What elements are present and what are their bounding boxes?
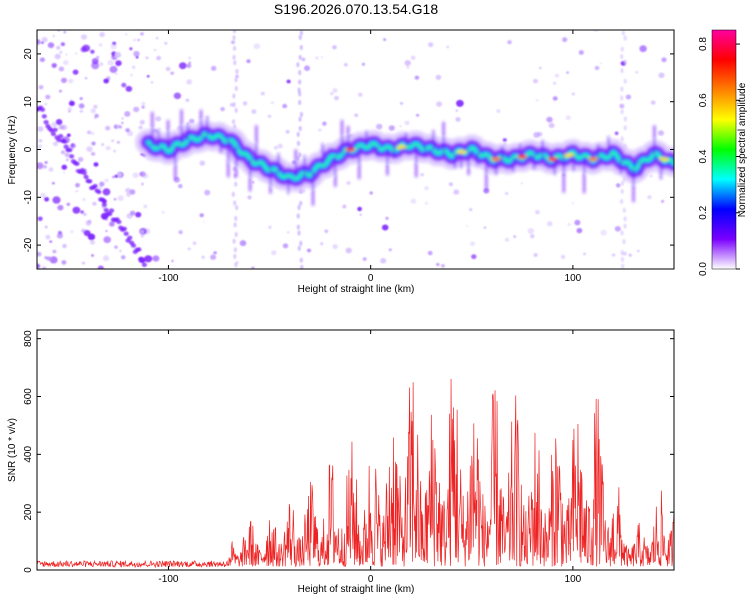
y-tick-label: 200 <box>23 503 34 520</box>
snr-x-label: Height of straight line (km) <box>298 584 415 595</box>
colorbar-tick-label: 0.6 <box>698 93 709 107</box>
y-tick-label: 0 <box>23 146 34 152</box>
spectrogram-x-axis: -100 0 100 <box>158 30 582 284</box>
colorbar-tick-label: 0.4 <box>698 149 709 163</box>
y-tick-label: 400 <box>23 446 34 463</box>
snr-frame <box>36 329 675 571</box>
y-tick-label: 0 <box>23 567 34 573</box>
x-tick-label: -100 <box>158 574 178 585</box>
x-tick-label: 100 <box>565 574 582 585</box>
y-tick-label: 10 <box>23 96 34 108</box>
spectrogram-ridge <box>135 109 674 206</box>
colorbar-tick-label: 0.2 <box>698 205 709 219</box>
y-tick-label: 800 <box>23 330 34 347</box>
x-tick-label: -100 <box>158 273 178 284</box>
spectrogram-x-label: Height of straight line (km) <box>298 284 415 295</box>
colorbar-tick-label: 0.0 <box>698 262 709 276</box>
figure-title: S196.2026.070.13.54.G18 <box>274 1 438 17</box>
colorbar-gradient <box>711 29 737 270</box>
y-tick-label: -10 <box>23 190 34 205</box>
spectrogram-y-axis: -20 -10 0 10 20 <box>23 48 674 252</box>
spectrogram-noise <box>37 30 667 269</box>
colorbar-label: Normalized spectral amplitude <box>737 82 748 217</box>
y-tick-label: 600 <box>23 388 34 405</box>
spectrogram-y-label: Frequency (Hz) <box>7 116 18 185</box>
y-tick-label: -20 <box>23 237 34 252</box>
x-tick-label: 100 <box>565 273 582 284</box>
snr-y-axis: 0 200 400 600 800 <box>23 330 674 573</box>
snr-y-label: SNR (10 * v/v) <box>7 418 18 482</box>
x-tick-label: 0 <box>368 273 374 284</box>
y-tick-label: 20 <box>23 48 34 60</box>
colorbar: 0.0 0.2 0.4 0.6 0.8 Normalized spectral ampl… <box>698 29 748 276</box>
snr-series-line <box>37 378 674 569</box>
x-tick-label: 0 <box>368 574 374 585</box>
snr-panel: -100 0 100 0 200 400 600 800 Height of straigh… <box>7 329 675 595</box>
snr-x-axis: -100 0 100 <box>158 330 582 585</box>
colorbar-tick-label: 0.8 <box>698 37 709 51</box>
colorbar-ticks: 0.0 0.2 0.4 0.6 0.8 <box>698 37 740 276</box>
